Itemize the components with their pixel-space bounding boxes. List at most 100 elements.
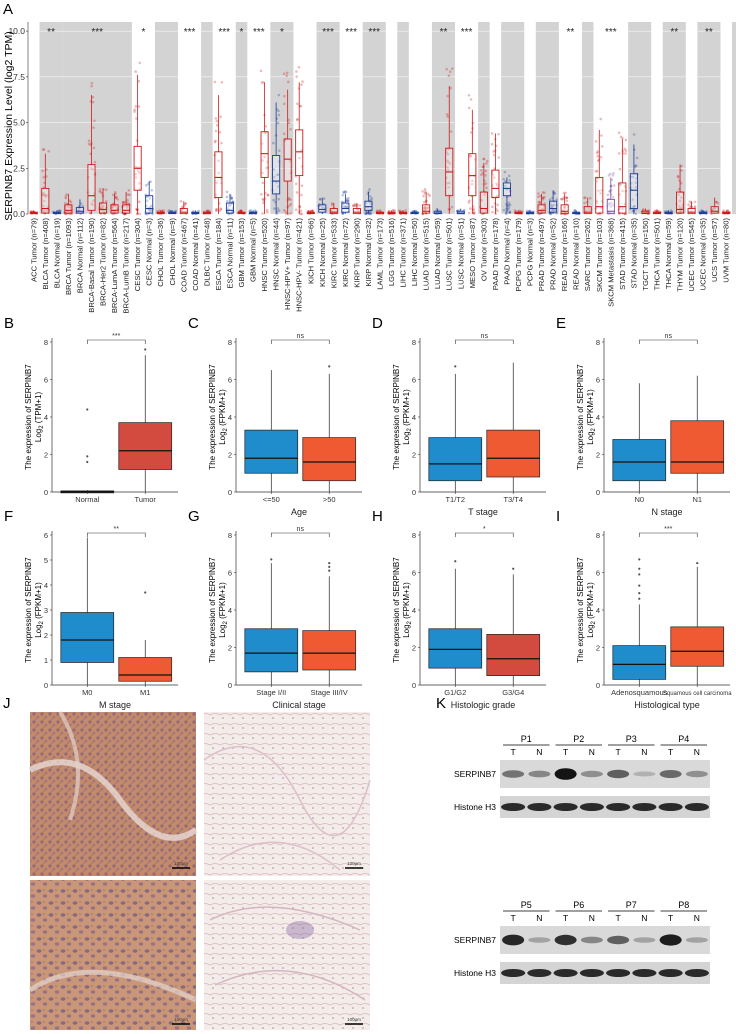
data-point (642, 208, 645, 211)
x-tick-label: THCA Normal (n=59) (664, 218, 673, 290)
data-point (447, 160, 450, 164)
data-point (296, 117, 299, 121)
outlier-point (638, 597, 641, 600)
row-label: SERPINB7 (454, 935, 496, 945)
scalebar-label: 100μm (347, 1017, 361, 1022)
data-point (114, 196, 118, 200)
significance-label: *** (112, 333, 120, 340)
x-tick-label: LAML Tumor (n=173) (376, 218, 385, 290)
y-axis-title: The expression of SERPINB7 (208, 557, 217, 663)
data-point (492, 150, 495, 153)
outlier-point (328, 569, 331, 572)
patient-label: P6 (573, 900, 584, 910)
data-point (272, 141, 275, 145)
box-tumor (479, 157, 489, 215)
box-n1: N1 (670, 375, 725, 504)
box--50: <=50 (244, 370, 299, 504)
data-point (134, 105, 138, 108)
data-point (261, 212, 264, 215)
data-point (260, 171, 264, 175)
band (527, 969, 552, 977)
scalebar-label: 100μm (174, 861, 188, 866)
outlier-point (638, 592, 641, 595)
x-tick-label: M0 (82, 688, 92, 697)
data-point (344, 190, 348, 194)
data-point (549, 203, 553, 207)
data-point (678, 210, 681, 213)
data-point (135, 139, 139, 142)
box-normal (52, 209, 62, 216)
y-tick-label: 2 (228, 644, 232, 653)
data-point (213, 80, 217, 84)
panel-k: K P1 T N P2 T N P3 T N P4 T N SERPINB7 Histone H3 P5 T… (436, 695, 710, 984)
x-tick-label: UVM Tumor (n=80) (722, 218, 731, 283)
data-point (448, 181, 451, 185)
data-point (300, 193, 303, 197)
data-point (490, 142, 494, 146)
box-tumor (259, 69, 270, 215)
x-axis-title: N stage (651, 507, 682, 517)
y-axis-title: The expression of SERPINB7 (24, 557, 33, 663)
iqr-box (302, 630, 357, 671)
data-point (277, 173, 280, 176)
x-tick-label: CHOL Normal (n=9) (168, 218, 177, 286)
data-point (482, 157, 486, 161)
data-point (677, 193, 680, 196)
x-tick-label: PAAD Normal (n=4) (502, 218, 511, 285)
data-point (137, 171, 141, 175)
box-g3-g4: G3/G4 (486, 567, 541, 697)
data-point (446, 168, 450, 172)
iqr-box (676, 191, 685, 214)
x-tick-label: UCEC Tumor (n=545) (687, 218, 696, 292)
band (501, 803, 526, 811)
y-tick-label: 6 (44, 376, 48, 385)
lane-label-normal: N (694, 747, 700, 757)
data-point (116, 197, 119, 201)
data-point (611, 203, 615, 207)
data-point (543, 202, 546, 205)
data-point (310, 209, 314, 213)
box-tumor (98, 187, 108, 215)
iqr-box (179, 208, 188, 215)
data-point (518, 209, 521, 212)
data-point (610, 178, 614, 182)
data-point (102, 209, 106, 213)
data-point (228, 204, 231, 208)
y-axis-title-sub: Log2 (FPKM+1) (402, 582, 413, 638)
box-tumor (490, 132, 501, 215)
data-point (449, 130, 453, 133)
data-point (179, 200, 183, 203)
iqr-box (87, 164, 96, 211)
data-point (398, 209, 401, 212)
lane-label-normal: N (536, 747, 542, 757)
data-point (642, 208, 645, 212)
data-point (678, 199, 682, 203)
data-point (716, 201, 720, 205)
iqr-box (118, 657, 173, 682)
panel-j: J 100μm 100μm 100μm 100μm (3, 695, 371, 1030)
iqr-box (302, 437, 357, 482)
data-point (277, 113, 281, 117)
box-tumor (421, 188, 431, 216)
data-point (506, 208, 510, 211)
x-tick-label: >50 (323, 495, 336, 504)
data-point (610, 201, 613, 205)
x-tick-label: CESC Normal (n=3) (145, 218, 154, 286)
data-point (621, 136, 624, 140)
group-shade (316, 22, 340, 214)
significance-bracket (86, 339, 146, 344)
data-point (112, 193, 115, 197)
x-tick-label: BRCA-Her2 Tumor (n=82) (99, 218, 108, 306)
data-point (276, 185, 280, 188)
iqr-box (422, 204, 431, 214)
x-tick-label: UCS Tumor (n=57) (710, 218, 719, 282)
data-point (447, 186, 450, 189)
data-point (495, 182, 498, 186)
data-point (331, 202, 334, 205)
panel-a: A ** *** * *** *** * *** * *** *** *** ** *** ** *** **… (3, 1, 736, 314)
data-point (277, 93, 281, 97)
group-shade (501, 22, 525, 214)
data-point (472, 208, 475, 211)
band (633, 771, 656, 777)
y-tick-label: 0 (596, 488, 600, 497)
